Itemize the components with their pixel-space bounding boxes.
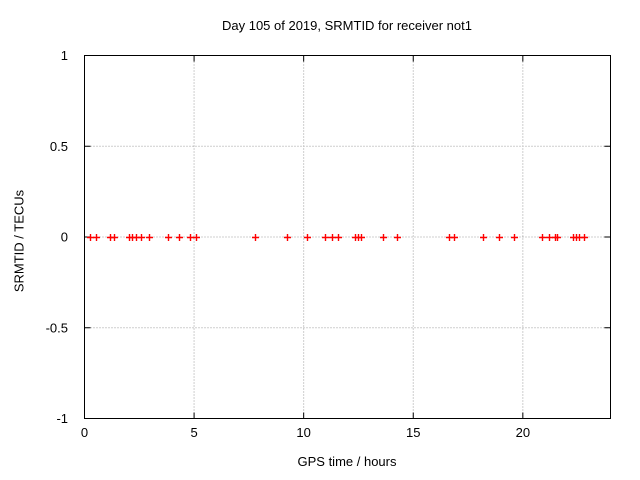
data-point-marker bbox=[93, 234, 100, 241]
data-point-marker bbox=[581, 234, 588, 241]
data-point-marker bbox=[358, 234, 365, 241]
y-tick-label: -1 bbox=[56, 411, 68, 426]
x-tick-label: 20 bbox=[516, 425, 530, 440]
data-point-marker bbox=[284, 234, 291, 241]
y-tick-label: 0.5 bbox=[50, 139, 68, 154]
data-point-marker bbox=[335, 234, 342, 241]
data-point-marker bbox=[138, 234, 145, 241]
chart-title: Day 105 of 2019, SRMTID for receiver not… bbox=[221, 18, 472, 33]
x-tick-label: 10 bbox=[296, 425, 310, 440]
data-point-marker bbox=[165, 234, 172, 241]
x-tick-label: 15 bbox=[406, 425, 420, 440]
y-tick-label: -0.5 bbox=[46, 320, 68, 335]
data-point-marker bbox=[394, 234, 401, 241]
data-point-marker bbox=[176, 234, 183, 241]
data-point-marker bbox=[329, 234, 336, 241]
data-point-marker bbox=[111, 234, 118, 241]
data-point-marker bbox=[252, 234, 259, 241]
data-point-marker bbox=[304, 234, 311, 241]
data-point-marker bbox=[554, 234, 561, 241]
data-point-marker bbox=[480, 234, 487, 241]
y-tick-label: 1 bbox=[61, 48, 68, 63]
data-point-marker bbox=[322, 234, 329, 241]
data-point-marker bbox=[546, 234, 553, 241]
data-point-marker bbox=[87, 234, 94, 241]
data-point-marker bbox=[539, 234, 546, 241]
x-tick-label: 0 bbox=[81, 425, 88, 440]
x-axis-label: GPS time / hours bbox=[297, 454, 397, 469]
x-tick-label: 5 bbox=[190, 425, 197, 440]
data-point-marker bbox=[193, 234, 200, 241]
data-point-marker bbox=[451, 234, 458, 241]
data-point-marker bbox=[511, 234, 518, 241]
data-point-marker bbox=[380, 234, 387, 241]
data-point-marker bbox=[187, 234, 194, 241]
data-point-marker bbox=[146, 234, 153, 241]
data-point-marker bbox=[496, 234, 503, 241]
y-tick-label: 0 bbox=[61, 230, 68, 245]
